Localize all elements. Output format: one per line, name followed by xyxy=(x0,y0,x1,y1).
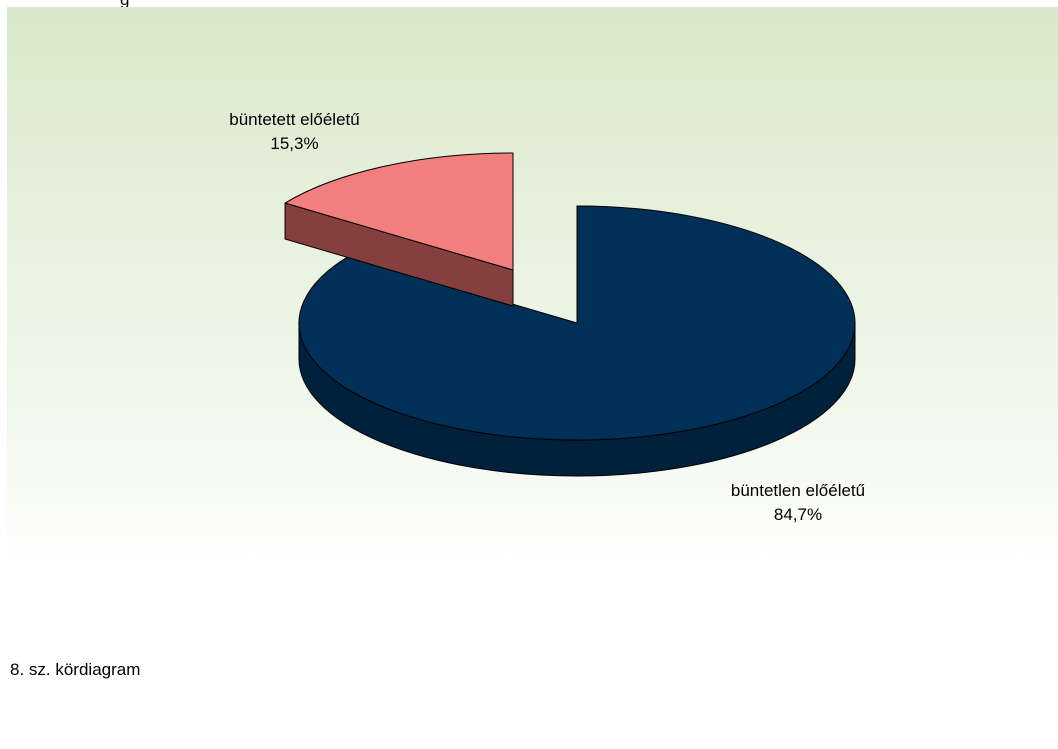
chart-caption: 8. sz. kördiagram xyxy=(10,660,141,679)
slice-value-buntetlen: 84,7% xyxy=(773,505,823,524)
slice-buntetlen xyxy=(298,205,856,441)
slice-name-buntetett: büntetett előéletű xyxy=(229,110,360,129)
slice-label-buntetett: büntetett előéletű 15,3% xyxy=(207,108,382,156)
chart-plot-area xyxy=(7,7,1058,572)
slice-value-buntetett: 15,3% xyxy=(270,134,319,153)
slice-label-buntetlen: büntetlen előéletű 84,7% xyxy=(708,479,888,527)
top-text-fragment: g xyxy=(120,0,129,9)
slice-buntetett xyxy=(284,152,514,271)
slice-name-buntetlen: büntetlen előéletű xyxy=(730,481,866,500)
